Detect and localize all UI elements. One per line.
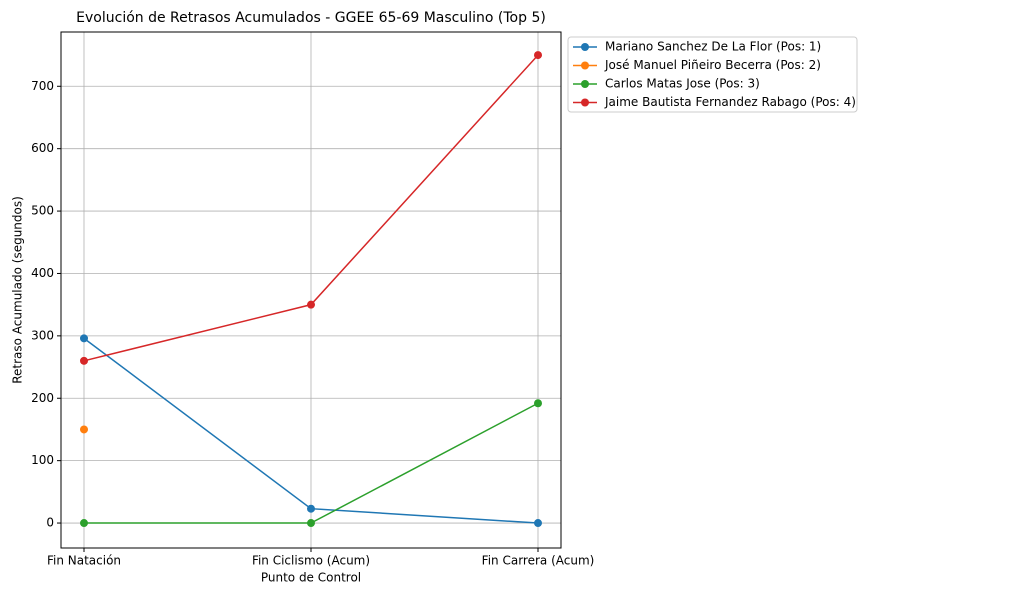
y-tick-label: 700 (31, 79, 54, 93)
x-tick-label: Fin Natación (47, 554, 121, 568)
x-tick-label: Fin Ciclismo (Acum) (252, 554, 370, 568)
legend-marker (581, 80, 589, 88)
legend-marker (581, 43, 589, 51)
chart-title: Evolución de Retrasos Acumulados - GGEE … (76, 10, 546, 26)
legend-label: José Manuel Piñeiro Becerra (Pos: 2) (604, 58, 821, 72)
point (534, 51, 542, 60)
legend-marker (581, 61, 589, 70)
point (80, 519, 88, 528)
x-axis-label: Punto de Control (261, 571, 361, 585)
legend-label: Carlos Matas Jose (Pos: 3) (605, 77, 760, 91)
point (80, 334, 88, 343)
y-tick-label: 200 (31, 391, 54, 405)
y-tick-label: 400 (31, 266, 54, 280)
point (307, 519, 315, 528)
legend-label: Jaime Bautista Fernandez Rabago (Pos: 4) (604, 95, 856, 109)
plot-frame (60, 31, 562, 549)
x-tick-label: Fin Carrera (Acum) (482, 554, 595, 568)
legend-label: Mariano Sanchez De La Flor (Pos: 1) (605, 40, 821, 54)
y-tick-label: 600 (31, 141, 54, 155)
point (534, 399, 542, 408)
point (80, 356, 88, 365)
point (307, 300, 315, 309)
y-tick-label: 300 (31, 328, 54, 342)
point (80, 425, 88, 434)
legend-marker (581, 98, 589, 107)
y-tick-label: 0 (46, 516, 54, 530)
point (534, 519, 542, 528)
y-tick-label: 500 (31, 204, 54, 218)
y-tick-label: 100 (31, 453, 54, 467)
point (307, 504, 315, 513)
y-axis-label: Retraso Acumulado (segundos) (11, 196, 25, 384)
legend-frame (567, 36, 858, 113)
